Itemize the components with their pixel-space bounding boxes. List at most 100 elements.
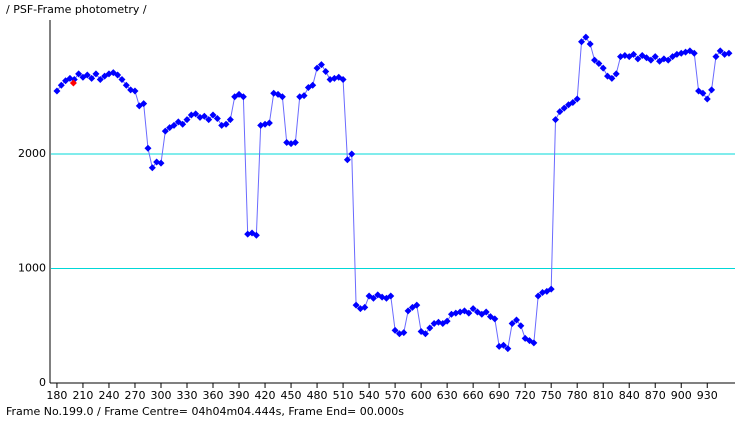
x-tick-label: 480 — [307, 389, 328, 402]
data-point — [339, 76, 347, 84]
x-tick-label: 300 — [150, 389, 171, 402]
y-tick-label: 0 — [39, 376, 46, 389]
data-point — [560, 104, 568, 112]
x-tick-label: 690 — [489, 389, 510, 402]
data-point — [88, 74, 96, 82]
data-point — [443, 317, 451, 325]
data-point — [361, 303, 369, 311]
data-point — [517, 322, 525, 330]
data-point — [309, 81, 317, 89]
x-tick-label: 720 — [515, 389, 536, 402]
data-point — [391, 326, 399, 334]
data-point — [552, 116, 560, 124]
data-point — [690, 49, 698, 57]
data-point — [92, 70, 100, 78]
data-point — [534, 292, 542, 300]
y-tick-label: 1000 — [18, 261, 46, 274]
data-point — [239, 93, 247, 101]
current-frame-point — [69, 79, 77, 87]
data-point — [491, 315, 499, 323]
data-point — [209, 111, 217, 119]
data-point — [53, 87, 61, 95]
data-point — [716, 47, 724, 55]
x-tick-label: 510 — [333, 389, 354, 402]
x-tick-label: 780 — [567, 389, 588, 402]
data-point — [465, 309, 473, 317]
x-tick-label: 900 — [671, 389, 692, 402]
x-tick-label: 840 — [619, 389, 640, 402]
x-tick-label: 420 — [255, 389, 276, 402]
x-tick-label: 210 — [72, 389, 93, 402]
x-tick-label: 240 — [98, 389, 119, 402]
data-point — [508, 319, 516, 327]
data-point — [400, 329, 408, 337]
data-point — [708, 86, 716, 94]
x-tick-label: 630 — [437, 389, 458, 402]
data-point — [703, 95, 711, 103]
data-point — [265, 119, 273, 127]
data-point — [482, 308, 490, 316]
data-point — [148, 164, 156, 172]
data-point — [226, 116, 234, 124]
data-point — [612, 70, 620, 78]
chart-title: / PSF-Frame photometry / — [6, 3, 147, 16]
data-point — [170, 121, 178, 129]
y-tick-label: 2000 — [18, 147, 46, 160]
data-point — [469, 305, 477, 313]
data-point — [699, 89, 707, 97]
data-point — [192, 110, 200, 118]
data-point — [322, 68, 330, 76]
data-point — [599, 64, 607, 72]
data-point — [348, 150, 356, 158]
data-point — [222, 120, 230, 128]
data-point — [591, 56, 599, 64]
series-line — [56, 36, 730, 350]
data-point — [608, 74, 616, 82]
data-point — [200, 112, 208, 120]
data-point — [512, 316, 520, 324]
data-point — [664, 56, 672, 64]
data-point — [404, 307, 412, 315]
data-point — [595, 60, 603, 68]
data-point — [205, 116, 213, 124]
data-point — [651, 53, 659, 61]
x-tick-label: 180 — [46, 389, 67, 402]
data-point — [343, 156, 351, 164]
data-point — [179, 120, 187, 128]
data-point — [161, 127, 169, 135]
data-point — [499, 341, 507, 349]
data-point — [413, 301, 421, 309]
data-point — [725, 49, 733, 57]
x-tick-label: 570 — [385, 389, 406, 402]
data-point — [352, 301, 360, 309]
data-point — [504, 345, 512, 353]
data-point — [421, 330, 429, 338]
x-tick-label: 450 — [281, 389, 302, 402]
data-point — [634, 55, 642, 63]
data-point — [183, 116, 191, 124]
x-tick-label: 540 — [359, 389, 380, 402]
data-point — [157, 159, 165, 167]
data-point — [530, 339, 538, 347]
data-point — [578, 38, 586, 46]
data-point — [586, 40, 594, 48]
x-tick-label: 750 — [541, 389, 562, 402]
data-point — [252, 231, 260, 239]
data-point — [369, 294, 377, 302]
data-point — [313, 64, 321, 72]
data-point — [118, 76, 126, 84]
data-point — [114, 71, 122, 79]
x-tick-label: 660 — [463, 389, 484, 402]
data-point — [317, 61, 325, 69]
data-point — [291, 139, 299, 147]
data-point — [556, 108, 564, 116]
data-point — [547, 285, 555, 293]
data-point — [387, 292, 395, 300]
data-point — [75, 70, 83, 78]
data-point — [569, 98, 577, 106]
x-tick-label: 600 — [411, 389, 432, 402]
data-point — [300, 92, 308, 100]
data-point — [140, 100, 148, 108]
data-point — [96, 76, 104, 84]
